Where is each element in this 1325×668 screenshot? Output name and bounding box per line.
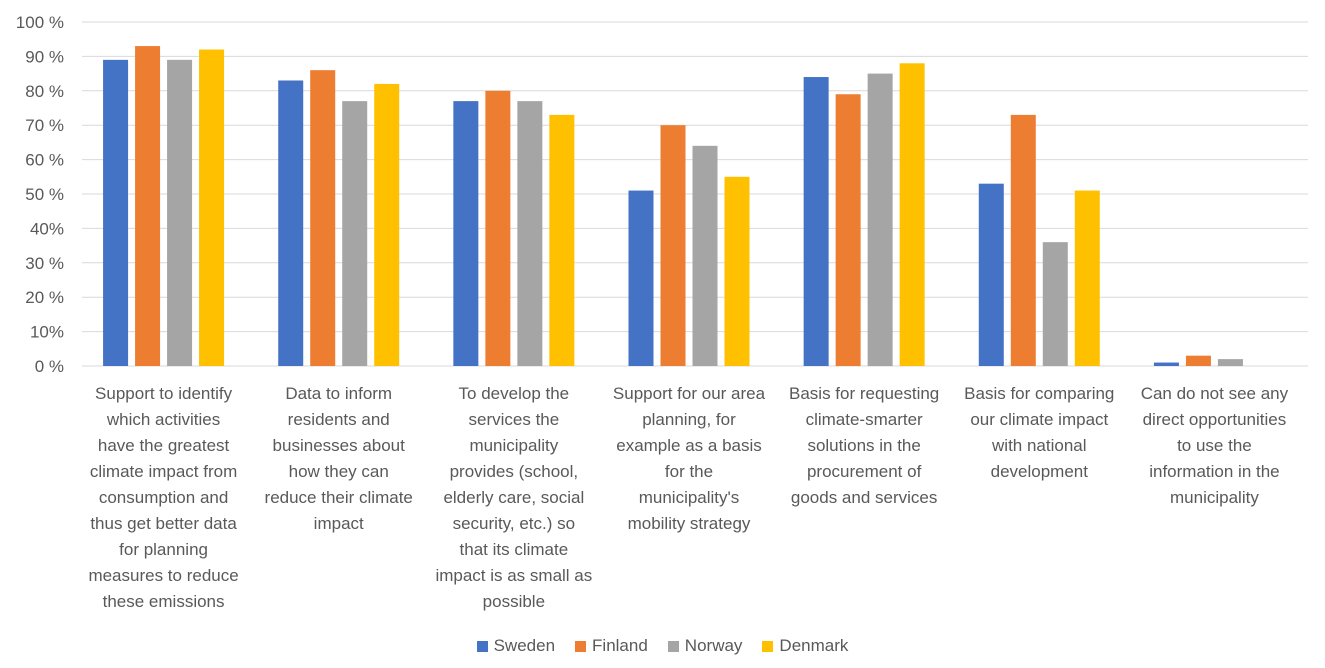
legend-item-norway: Norway (667, 636, 743, 656)
bar-norway (692, 145, 718, 366)
y-axis-tick-labels: 0 % 10% 20 % 30 % 40% 50 % 60 % 70 % 80 % 90 % 100… (16, 13, 64, 376)
bar-norway (867, 73, 893, 366)
y-tick-label: 0 % (35, 357, 64, 376)
bar-sweden (628, 190, 654, 366)
bar-finland (485, 90, 511, 367)
legend-item-sweden: Sweden (476, 636, 556, 656)
y-tick-label: 40% (30, 219, 64, 238)
x-category-label: Support for our area planning, for example… (613, 384, 766, 533)
bar-denmark (374, 83, 400, 367)
bar-finland (310, 70, 336, 366)
y-tick-label: 20 % (25, 288, 64, 307)
bar-chart: 0 % 10% 20 % 30 % 40% 50 % 60 % 70 % 80 % 90 % 100… (16, 13, 1308, 611)
bar-finland (835, 94, 861, 367)
bar-denmark (199, 49, 225, 367)
y-tick-label: 10% (30, 323, 64, 342)
bar-sweden (978, 183, 1004, 366)
legend-swatch-denmark (762, 640, 774, 652)
legend-swatch-norway (667, 640, 679, 652)
bar-sweden (453, 101, 479, 367)
bar-finland (660, 125, 686, 366)
x-category-label: Can do not see any direct opportunities to… (1141, 384, 1289, 507)
bars (103, 46, 1243, 367)
bar-sweden (803, 77, 829, 366)
bar-finland (1185, 355, 1211, 366)
x-category-label: Data to inform residents and businesses ab… (265, 384, 413, 533)
y-tick-label: 30 % (25, 254, 64, 273)
bar-sweden (103, 59, 129, 367)
x-category-label: Basis for comparing our climate impact wit… (964, 384, 1114, 481)
legend-label-finland: Finland (592, 636, 648, 655)
bar-denmark (1074, 190, 1100, 366)
y-tick-label: 60 % (25, 151, 64, 170)
y-tick-label: 100 % (16, 13, 64, 32)
x-category-label: Basis for requesting climate-smarter solut… (789, 384, 939, 507)
bar-denmark (899, 63, 925, 366)
bar-denmark (549, 114, 575, 366)
x-axis-category-labels: Support to identify which activities have … (88, 384, 1288, 611)
legend-label-sweden: Sweden (493, 636, 556, 655)
bar-finland (1010, 114, 1036, 366)
y-tick-label: 70 % (25, 116, 64, 135)
bar-norway (167, 59, 193, 367)
legend-swatch-sweden (476, 640, 488, 652)
bar-norway (1217, 359, 1243, 366)
legend-label-denmark: Denmark (779, 636, 849, 655)
bar-norway (517, 101, 543, 367)
bar-norway (342, 101, 368, 367)
legend: Sweden Finland Norway Denmark (0, 633, 1325, 659)
legend-label-norway: Norway (684, 636, 743, 655)
y-tick-label: 90 % (25, 47, 64, 66)
legend-swatch-finland (575, 640, 587, 652)
legend-item-finland: Finland (575, 636, 648, 656)
bar-denmark (724, 176, 750, 366)
legend-item-denmark: Denmark (762, 636, 848, 656)
bar-sweden (1153, 362, 1179, 366)
bar-sweden (278, 80, 304, 366)
y-tick-label: 80 % (25, 82, 64, 101)
y-tick-label: 50 % (25, 185, 64, 204)
bar-finland (135, 46, 161, 367)
x-category-label: Support to identify which activities have … (88, 384, 238, 611)
x-category-label: To develop the services the municipality pr… (435, 384, 592, 611)
bar-norway (1042, 242, 1068, 366)
